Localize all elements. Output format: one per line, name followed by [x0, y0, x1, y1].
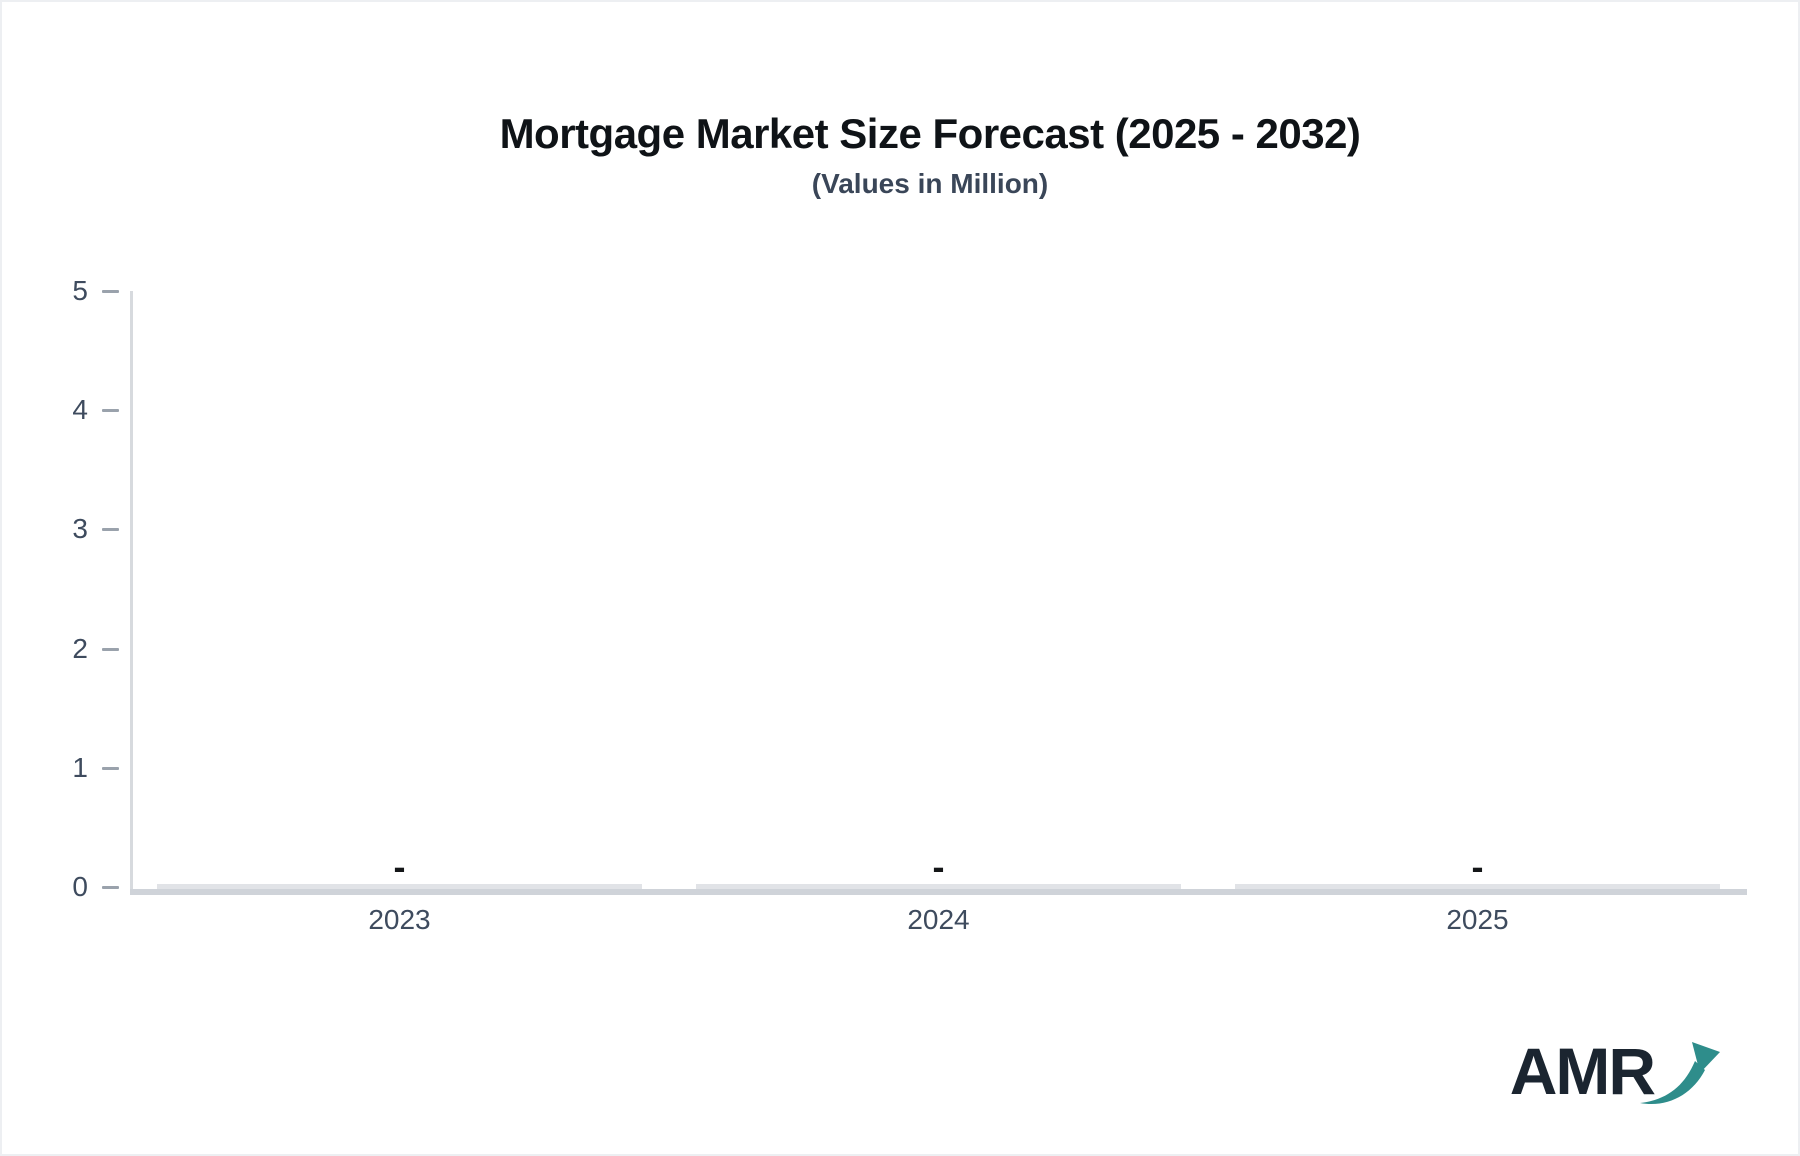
- chart-title: Mortgage Market Size Forecast (2025 - 20…: [499, 110, 1361, 157]
- y-tick-label: 5: [72, 275, 88, 306]
- zero-value-bar: [696, 884, 1181, 889]
- bar-value-label: -: [1471, 846, 1484, 887]
- y-tick-mark: [102, 647, 119, 651]
- y-tick-label: 1: [72, 751, 88, 783]
- amr-logo-text: AMR: [1509, 1034, 1656, 1108]
- y-tick-mark: [102, 766, 119, 770]
- x-axis-baseline: [130, 889, 1747, 895]
- y-tick-label: 0: [72, 871, 88, 902]
- x-category-label: 2023: [368, 904, 431, 935]
- chart-subtitle: (Values in Million): [811, 168, 1049, 199]
- y-tick-label: 4: [72, 394, 88, 426]
- bar-value-label: -: [932, 846, 945, 887]
- x-category-label: 2024: [907, 904, 970, 935]
- x-category-label: 2025: [1446, 904, 1509, 935]
- zero-value-bar: [157, 884, 642, 889]
- zero-value-bar: [1235, 884, 1720, 889]
- y-tick-label: 2: [72, 632, 88, 664]
- y-tick-mark: [102, 886, 119, 889]
- y-axis-line: [130, 291, 133, 895]
- y-tick-label: 3: [72, 513, 88, 545]
- amr-logo: AMR: [1509, 1034, 1720, 1108]
- bar-value-label: -: [393, 846, 406, 887]
- y-tick-mark: [102, 528, 119, 532]
- y-tick-mark: [102, 290, 119, 293]
- y-tick-mark: [102, 409, 119, 413]
- trend-up-arrow-icon: [1640, 1042, 1720, 1105]
